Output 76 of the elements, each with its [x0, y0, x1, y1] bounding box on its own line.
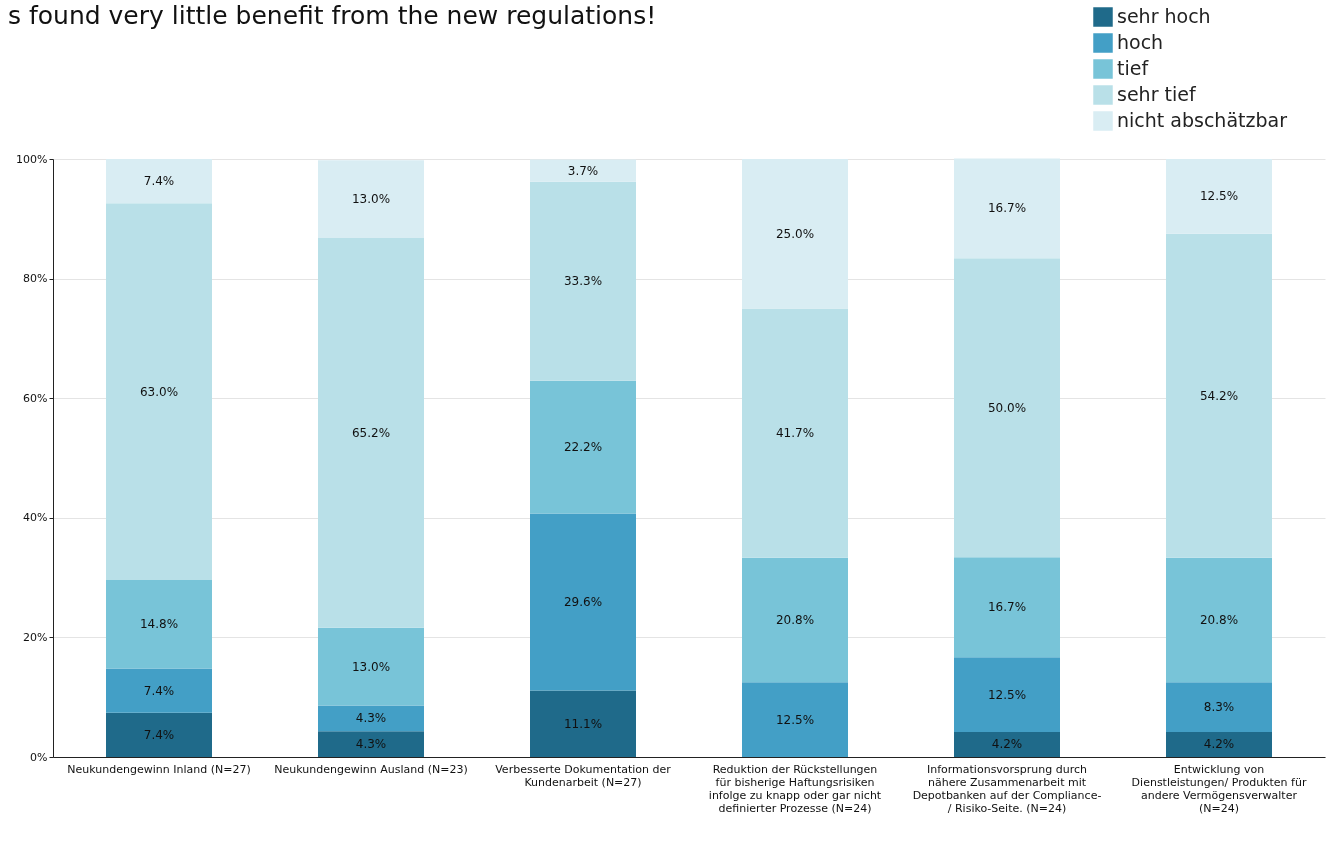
data-label: 16.7% [987, 600, 1027, 615]
bar [1166, 731, 1272, 757]
bar [318, 627, 424, 706]
data-label: 13.0% [351, 192, 391, 207]
data-label: 4.3% [355, 737, 387, 752]
data-label: 25.0% [775, 226, 815, 241]
data-label: 7.4% [143, 683, 175, 698]
bar [742, 682, 848, 757]
data-label: 16.7% [987, 201, 1027, 216]
bar [106, 668, 212, 713]
y-tick-label: 0% [30, 750, 48, 764]
bar [1166, 557, 1272, 683]
y-tick-label: 60% [23, 391, 48, 405]
data-label: 65.2% [351, 425, 391, 440]
data-label: 11.1% [563, 716, 603, 731]
bar [106, 203, 212, 580]
bar [530, 159, 636, 182]
bar [954, 557, 1060, 658]
data-label: 20.8% [775, 613, 815, 628]
x-tick-label: Reduktion der Rückstellungen für bisherige Haftungsrisiken infolge zu knapp oder gar nicht definierter Prozesse (N=24) [708, 762, 882, 815]
data-label: 8.3% [1203, 700, 1235, 715]
data-label: 4.2% [1203, 737, 1235, 752]
bar [106, 159, 212, 204]
data-label: 41.7% [775, 426, 815, 441]
data-label: 3.7% [567, 163, 599, 178]
bar [318, 731, 424, 757]
data-label: 4.2% [991, 737, 1023, 752]
data-label: 12.5% [1199, 189, 1239, 204]
bar [954, 258, 1060, 558]
y-tick-label: 100% [16, 152, 48, 166]
bar [530, 690, 636, 757]
data-label: 12.5% [987, 687, 1027, 702]
bar [318, 705, 424, 732]
y-tick-label: 40% [23, 511, 48, 525]
data-label: 63.0% [139, 384, 179, 399]
legend-label: nicht abschätzbar [1117, 109, 1288, 131]
bar [1166, 159, 1272, 234]
data-label: 20.8% [1199, 613, 1239, 628]
data-label: 54.2% [1199, 388, 1239, 403]
bar [106, 712, 212, 757]
x-tick-label: Neukundengewinn Ausland (N=23) [274, 762, 468, 776]
bar [106, 579, 212, 669]
bar [1166, 233, 1272, 558]
data-label: 13.0% [351, 659, 391, 674]
data-label: 33.3% [563, 274, 603, 289]
legend-label: hoch [1117, 31, 1164, 53]
bar [318, 237, 424, 628]
data-label: 29.6% [563, 595, 603, 610]
data-label: 50.0% [987, 400, 1027, 415]
legend-label: sehr hoch [1117, 5, 1211, 27]
y-tick-label: 80% [23, 272, 48, 286]
bar [1166, 682, 1272, 732]
chart-title: s found very little benefit from the new regulations! [8, 1, 657, 30]
bar [530, 181, 636, 381]
legend-label: sehr tief [1117, 83, 1197, 105]
data-label: 22.2% [563, 440, 603, 455]
data-label: 4.3% [355, 711, 387, 726]
bar [742, 557, 848, 683]
data-label: 12.5% [775, 712, 815, 727]
legend-label: tief [1117, 57, 1150, 79]
x-tick-label: Neukundengewinn Inland (N=27) [67, 762, 251, 776]
x-tick-label: Verbesserte Dokumentation der Kundenarbeit (N=27) [495, 762, 672, 789]
bar [530, 380, 636, 514]
bar [530, 513, 636, 691]
bar [954, 731, 1060, 757]
x-tick-label: Informationsvorsprung durch nähere Zusammenarbeit mit Depotbanken auf der Compliance- / Risiko-Seite. (N=24) [912, 762, 1102, 815]
bar [954, 657, 1060, 732]
data-label: 14.8% [139, 617, 179, 632]
y-tick-label: 20% [23, 630, 48, 644]
bar [742, 159, 848, 309]
x-tick-label: Entwicklung von Dienstleistungen/ Produkten für andere Vermögensverwalter (N=24) [1131, 762, 1307, 815]
data-label: 7.4% [143, 727, 175, 742]
bar [742, 308, 848, 558]
bar [954, 158, 1060, 259]
data-label: 7.4% [143, 174, 175, 189]
bar [318, 160, 424, 238]
